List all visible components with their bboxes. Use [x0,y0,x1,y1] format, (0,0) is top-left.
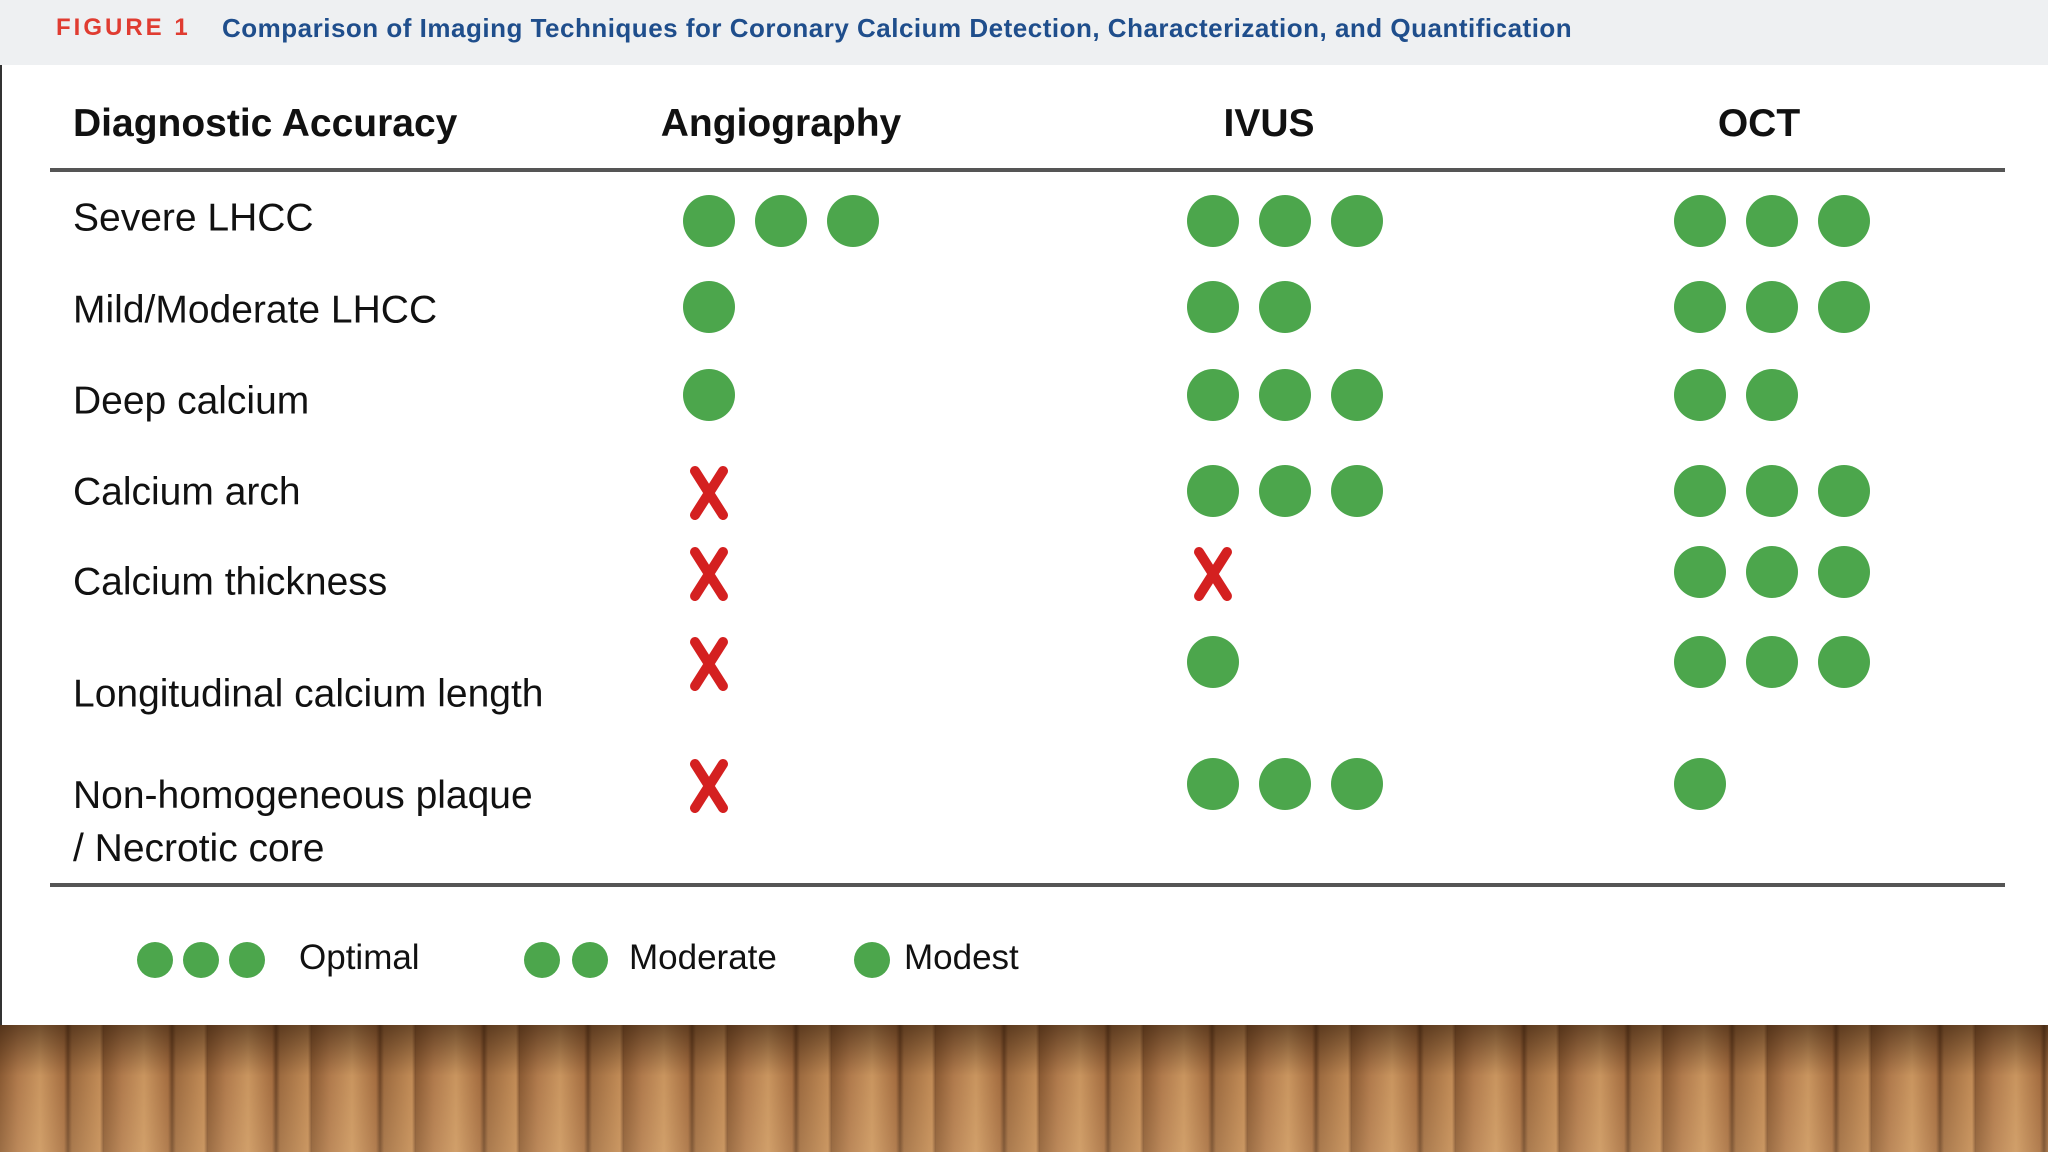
dot [827,195,879,247]
dot [1259,758,1311,810]
dot [1818,281,1870,333]
legend-label: Modest [904,938,1019,977]
row-label: Calcium thickness [73,560,388,604]
dot [755,195,807,247]
rating [1674,465,1870,517]
legend-dots [524,942,608,978]
dot [1746,195,1798,247]
rating [690,637,728,691]
dot [1187,195,1239,247]
dot [683,281,735,333]
dot [1331,758,1383,810]
cross [690,547,728,601]
rating [683,195,879,247]
dot [1187,758,1239,810]
legend-dot [854,942,890,978]
rating [683,369,735,421]
dot [1674,369,1726,421]
column-header: IVUS [1223,102,1315,145]
rating [1674,546,1870,598]
legend-dots [854,942,890,978]
rating [690,466,728,520]
column-header: Angiography [660,102,902,145]
rating [1187,195,1383,247]
dot [1674,636,1726,688]
rating [1194,547,1232,601]
figure-title: Comparison of Imaging Techniques for Cor… [222,13,1573,43]
dot [1818,465,1870,517]
dot [1746,281,1798,333]
header-bar: FIGURE 1 Comparison of Imaging Technique… [0,0,2048,65]
dot [683,369,735,421]
dot [1818,195,1870,247]
dot [1746,465,1798,517]
rating [1187,465,1383,517]
legend-dots [137,942,265,978]
row-label: Severe LHCC [73,196,314,240]
dot [1746,369,1798,421]
row-label: Mild/Moderate LHCC [73,288,438,332]
dot [1187,465,1239,517]
dot [1187,369,1239,421]
dot [1187,636,1239,688]
rating [1187,636,1239,688]
dot [1674,281,1726,333]
rating [1674,636,1870,688]
dot [1674,195,1726,247]
rating [1187,281,1311,333]
column-header: OCT [1717,102,1801,145]
legend-dot [137,942,173,978]
rating [683,281,735,333]
cross [1194,547,1232,601]
dot [1259,369,1311,421]
legend-dot [572,942,608,978]
row-label: Calcium arch [73,470,301,514]
legend-dot [183,942,219,978]
rating [1674,758,1726,810]
cross [690,637,728,691]
dot [1259,465,1311,517]
dot [1187,281,1239,333]
rating [1187,758,1383,810]
dot [1746,636,1798,688]
dot [1259,195,1311,247]
dot [683,195,735,247]
dot [1818,636,1870,688]
rating [1674,281,1870,333]
legend-dot [229,942,265,978]
floor-shade [0,1025,2048,1152]
dot [1818,546,1870,598]
rating [690,547,728,601]
left-border [0,65,2,1025]
row-label: Deep calcium [73,379,310,423]
row-label: Non-homogeneous plaque / Necrotic core [73,774,533,870]
legend-label: Optimal [299,938,420,977]
dot [1674,546,1726,598]
dot [1674,758,1726,810]
legend-label: Moderate [629,938,777,977]
dot [1331,195,1383,247]
figure-label: FIGURE 1 [56,14,191,41]
column-header: Diagnostic Accuracy [73,102,458,145]
row-label: Longitudinal calcium length [73,672,544,716]
rating [1674,369,1798,421]
legend-dot [524,942,560,978]
cross [690,466,728,520]
rating [690,759,728,813]
cross [690,759,728,813]
dot [1674,465,1726,517]
rating [1674,195,1870,247]
rating [1187,369,1383,421]
dot [1259,281,1311,333]
dot [1746,546,1798,598]
dot [1331,369,1383,421]
dot [1331,465,1383,517]
